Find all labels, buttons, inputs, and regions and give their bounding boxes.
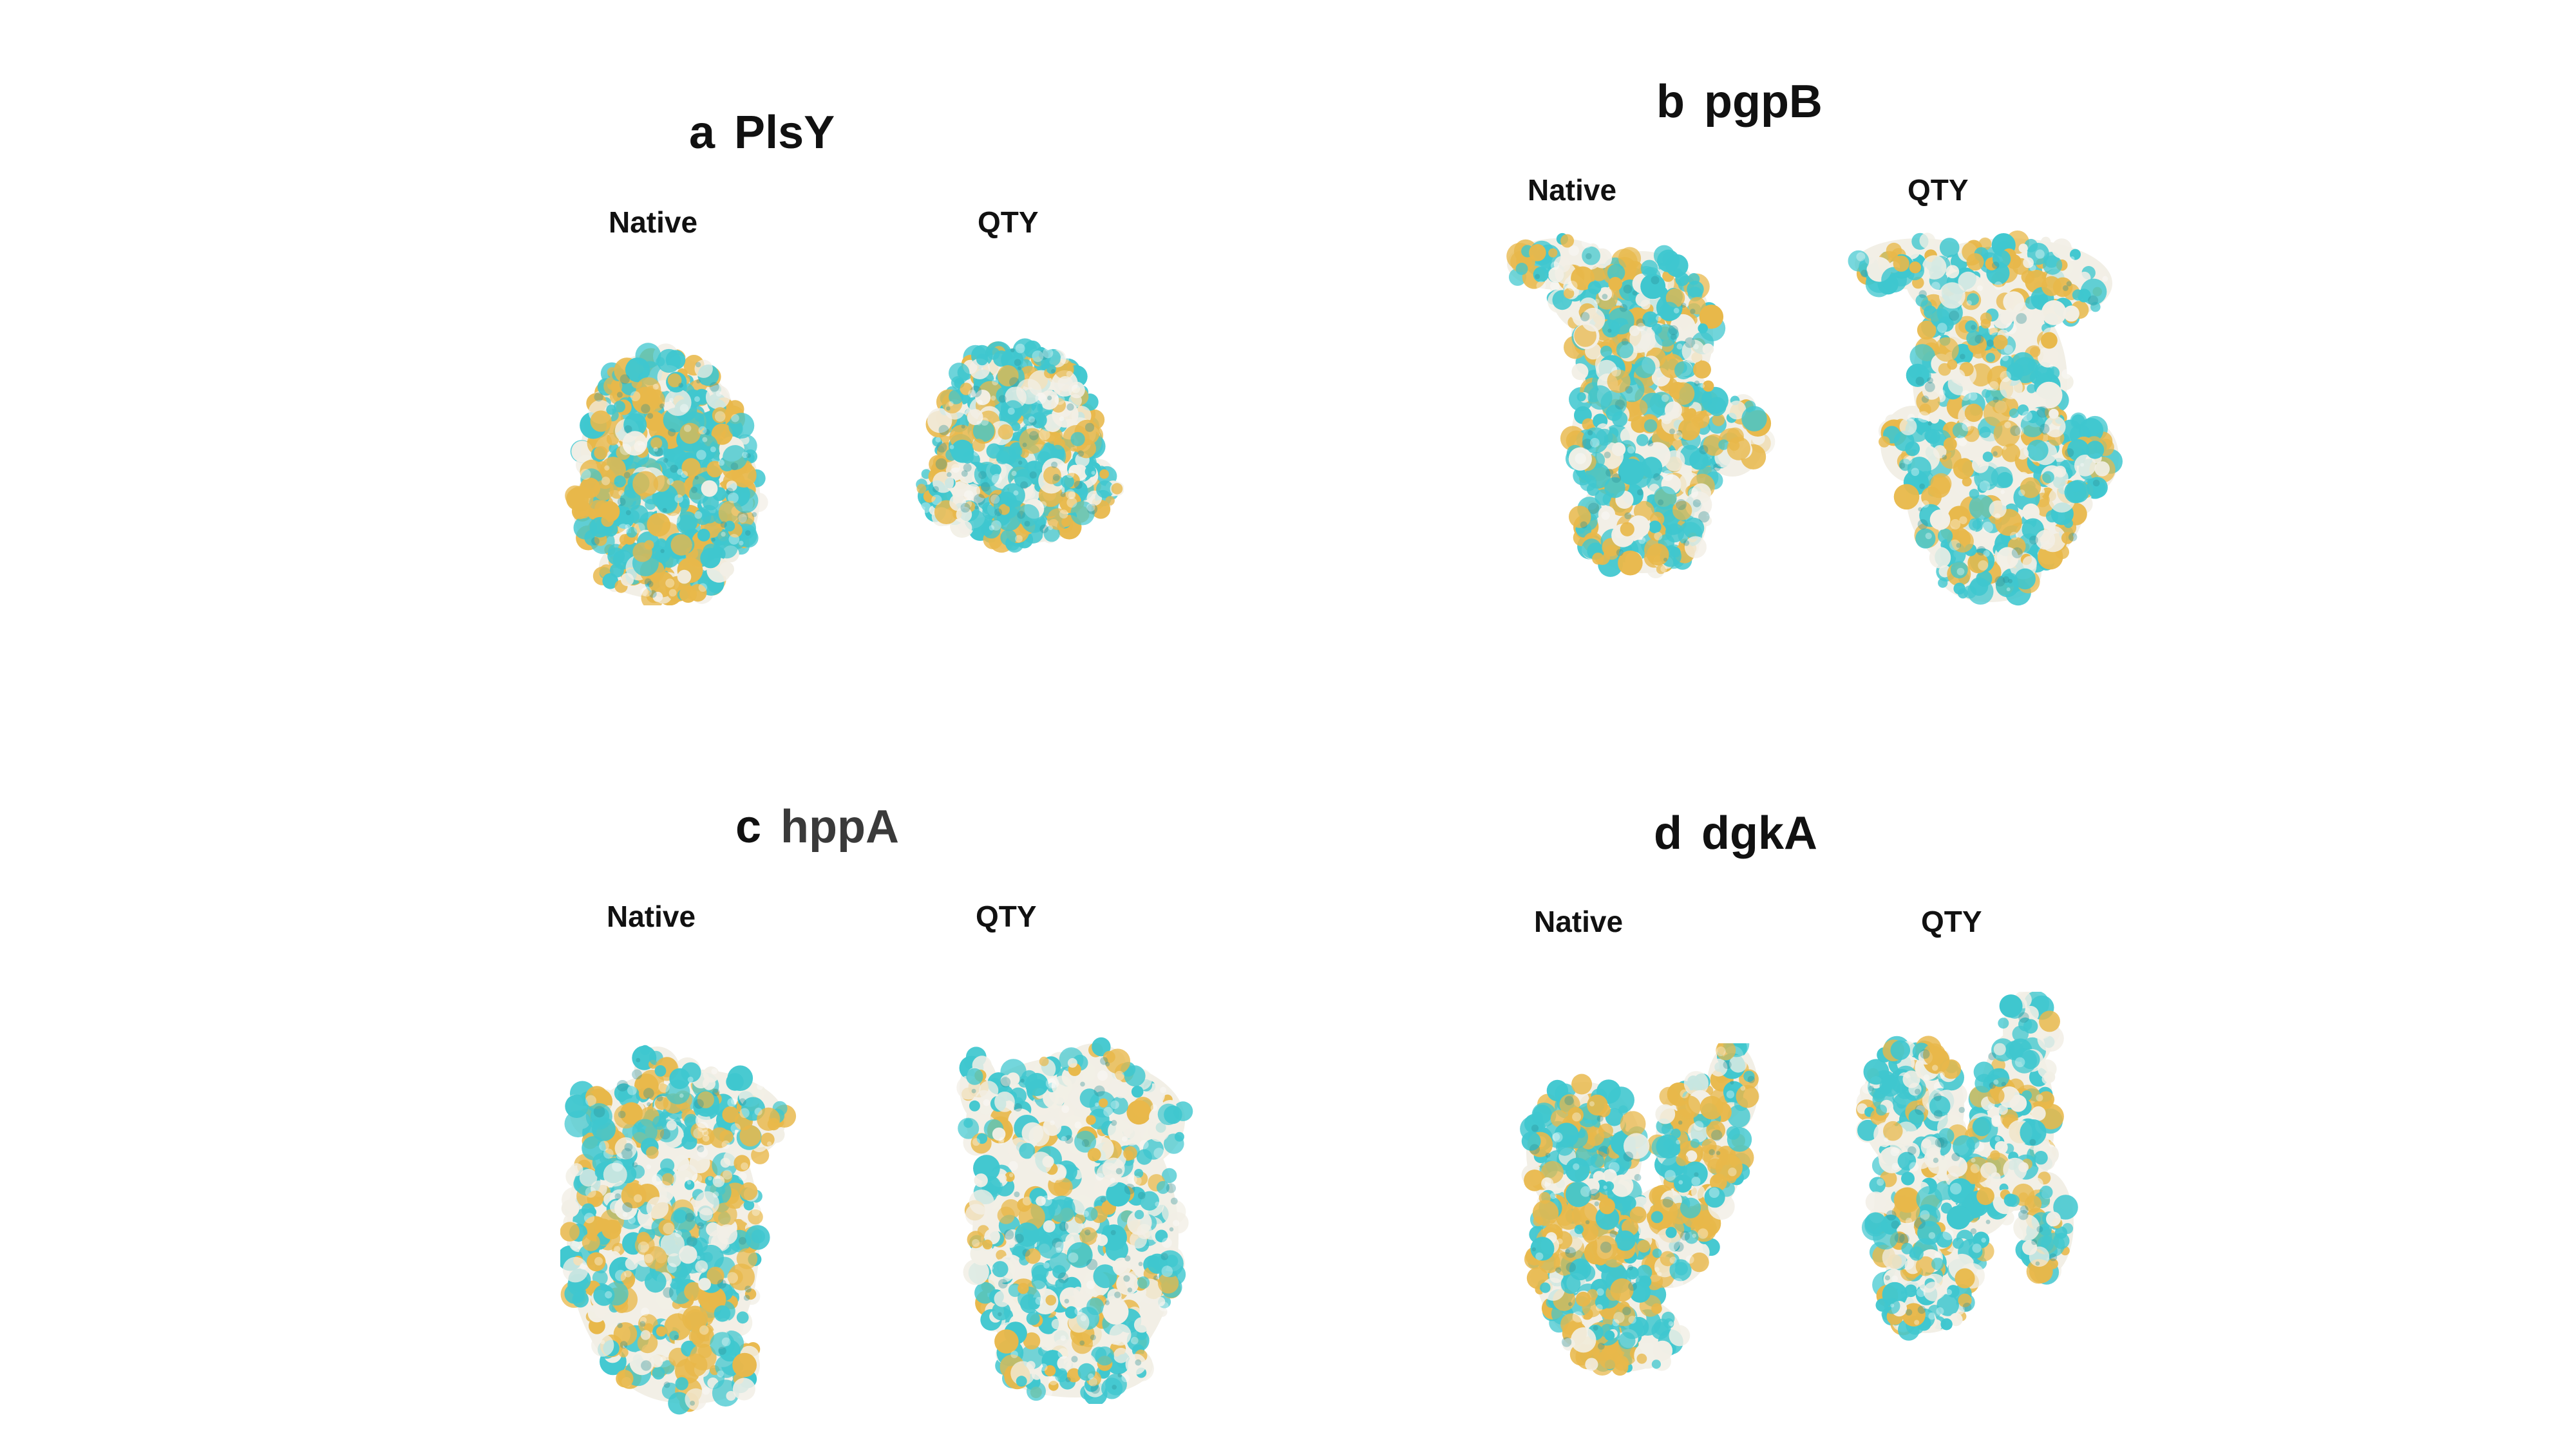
panel-c-letter: c (735, 801, 762, 853)
panel-d-title: d dgkA (1654, 810, 1817, 857)
panel-b-title: b pgpB (1656, 79, 1823, 125)
panel-a-letter: a (689, 107, 715, 158)
panel-a-name: PlsY (734, 107, 835, 158)
panel-d-native-label: Native (1534, 905, 1624, 938)
panel-c-native-label: Native (607, 900, 696, 933)
panel-d-name: dgkA (1701, 808, 1817, 859)
panel-a-qty-label: QTY (978, 205, 1039, 239)
panel-d-letter: d (1654, 808, 1682, 859)
panel-c-title: c hppA (735, 804, 899, 850)
panel-b-qty-label: QTY (1908, 173, 1969, 207)
protein-surface-qty-pgpb (1848, 230, 2123, 606)
protein-surface-qty-hppa (956, 1037, 1193, 1404)
panel-b-letter: b (1656, 76, 1685, 128)
protein-surface-native-dgka (1520, 1043, 1760, 1376)
panel-b-native-label: Native (1528, 173, 1617, 207)
protein-surface-qty-dgka (1855, 992, 2078, 1341)
panel-a-native-label: Native (609, 205, 698, 239)
protein-surface-native-plsy (565, 343, 768, 605)
protein-surface-native-pgpb (1506, 232, 1776, 578)
protein-surface-qty-plsy (916, 338, 1124, 553)
panel-d-qty-label: QTY (1921, 905, 1982, 938)
panel-a-title: a PlsY (689, 109, 835, 156)
panel-b-name: pgpB (1703, 76, 1823, 128)
panel-c-qty-label: QTY (976, 900, 1037, 933)
protein-surface-native-hppa (560, 1045, 797, 1415)
panel-c-name: hppA (781, 801, 899, 853)
